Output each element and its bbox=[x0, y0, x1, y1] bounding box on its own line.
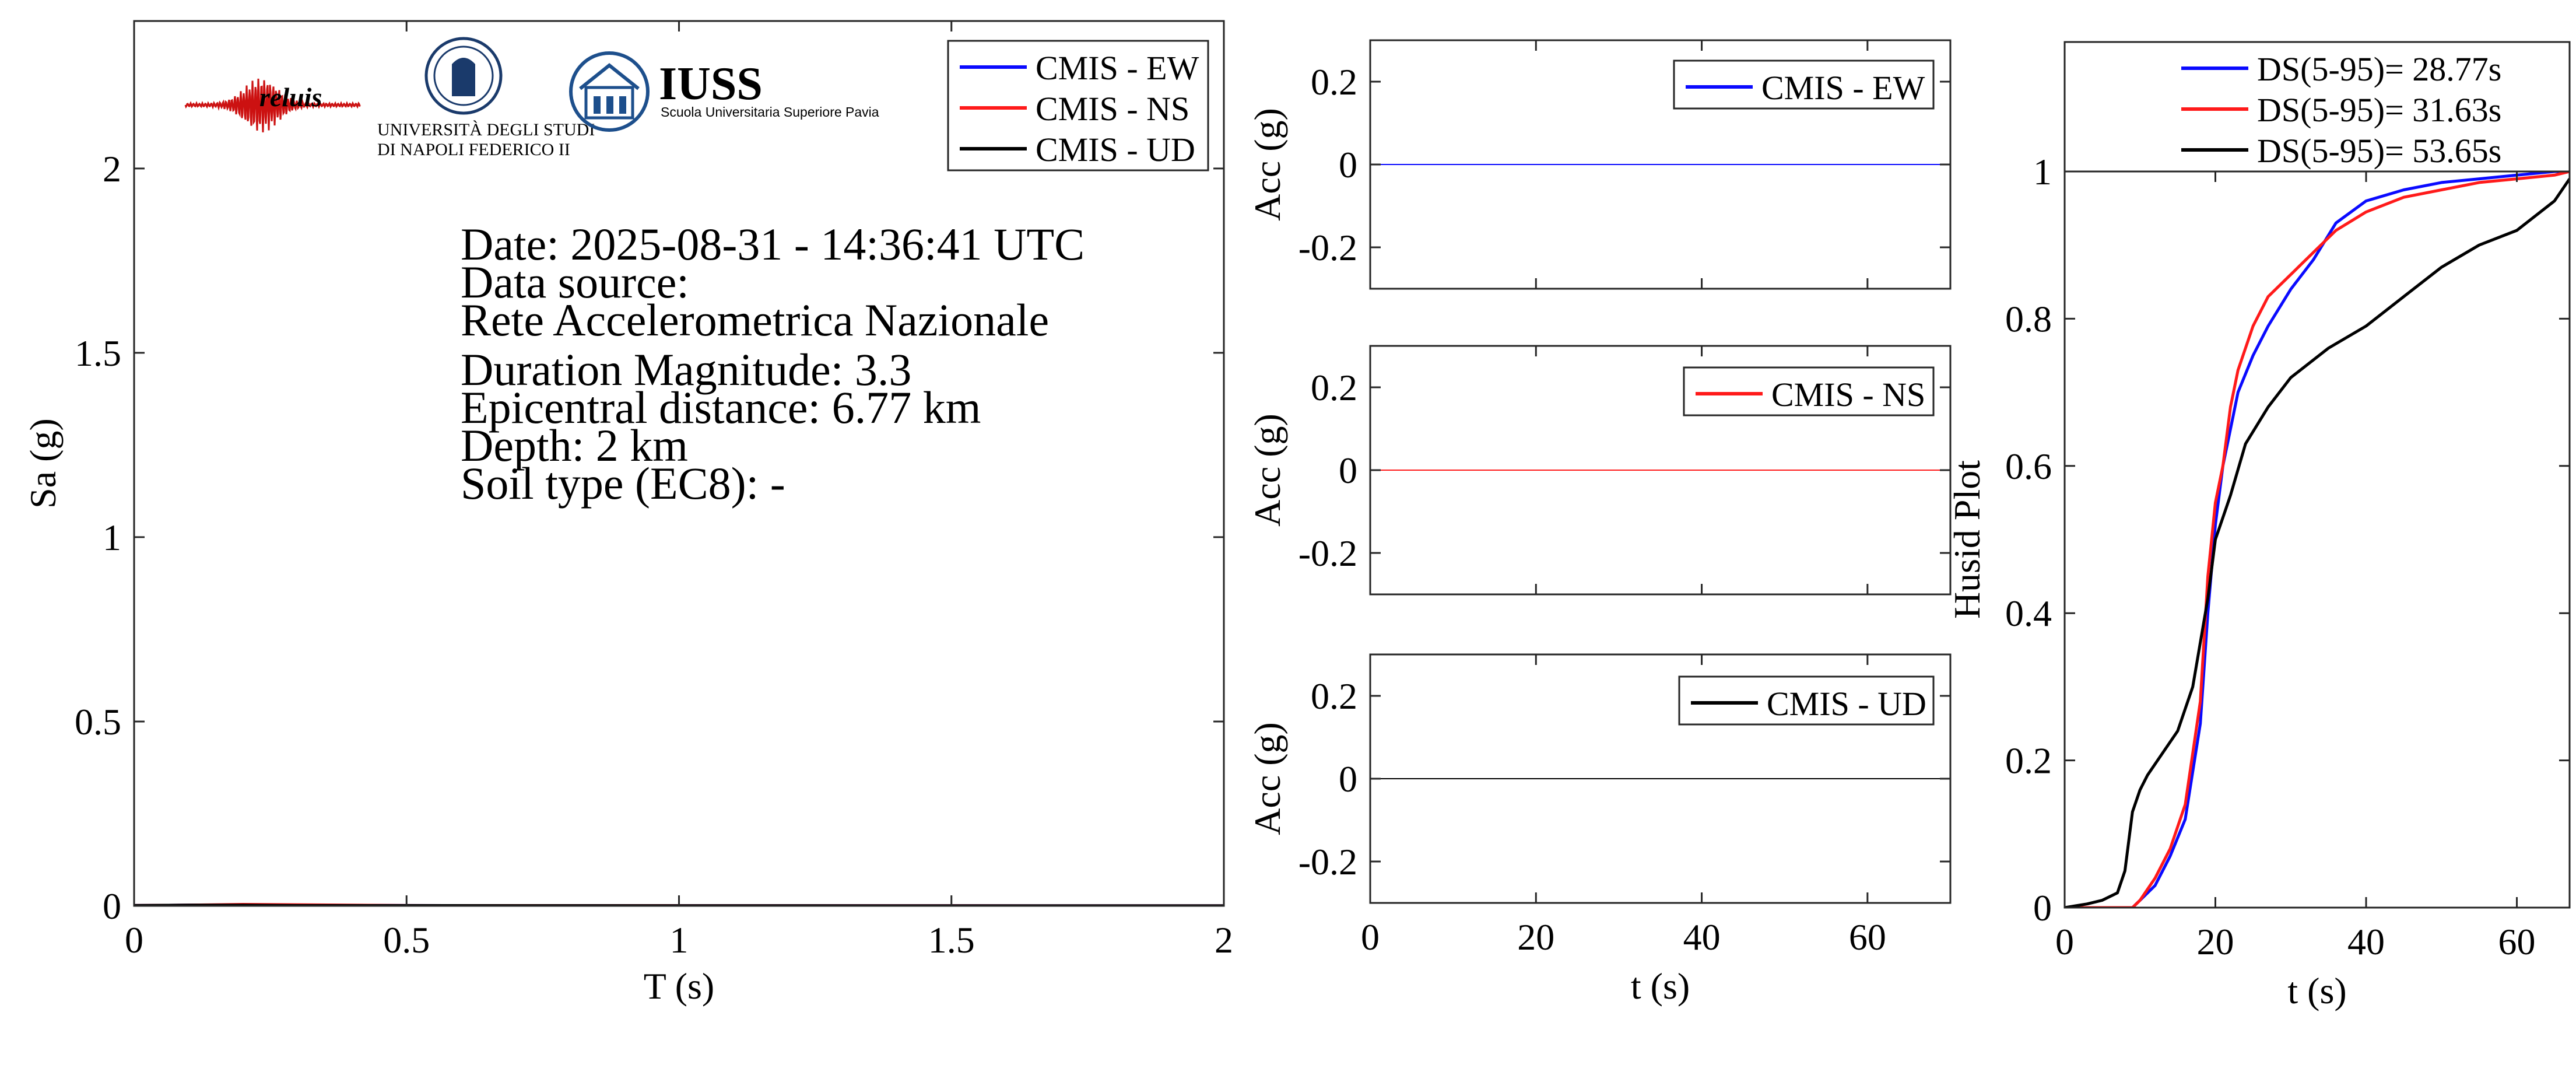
unina-name-line1: UNIVERSITÀ DEGLI STUDI bbox=[377, 120, 595, 139]
series-line-3 bbox=[2065, 178, 2570, 908]
x-tick-label: 0 bbox=[125, 919, 143, 961]
x-tick-label: 1.5 bbox=[928, 919, 975, 961]
x-axis-label: t (s) bbox=[1631, 965, 1690, 1007]
legend-label: CMIS - NS bbox=[1036, 90, 1189, 128]
y-axis-label: Acc (g) bbox=[1247, 414, 1288, 527]
event-info: Date: 2025-08-31 - 14:36:41 UTC Data sou… bbox=[461, 219, 1085, 509]
y-tick-label: 0.2 bbox=[2005, 740, 2052, 782]
y-tick-label: 0 bbox=[1339, 758, 1357, 800]
unina-logo: UNIVERSITÀ DEGLI STUDI DI NAPOLI FEDERIC… bbox=[377, 37, 595, 159]
info-depth: Depth: 2 km bbox=[461, 420, 688, 471]
x-axis-label: t (s) bbox=[2287, 970, 2346, 1011]
info-source: Rete Accelerometrica Nazionale bbox=[461, 295, 1049, 345]
legend-label: CMIS - UD bbox=[1767, 685, 1926, 723]
y-tick-label: 0.2 bbox=[1311, 675, 1357, 717]
x-tick-label: 0 bbox=[2055, 921, 2074, 962]
series-line-1 bbox=[2065, 171, 2570, 908]
legend-box bbox=[1683, 366, 1935, 416]
legend: CMIS - EW bbox=[1673, 59, 1935, 110]
y-axis-label: Acc (g) bbox=[1247, 108, 1288, 221]
chart-acc-ud: 0 20 40 600.20-0.2t (s)Acc (g)CMIS - UD bbox=[1247, 653, 1952, 1007]
unina-name-line2: DI NAPOLI FEDERICO II bbox=[377, 140, 570, 159]
chart-spectrum: 0 0.5 1 1.5 200.511.52T (s)Sa (g)CMIS - EWCM… bbox=[22, 20, 1233, 1007]
y-axis-label: Sa (g) bbox=[22, 418, 64, 509]
y-tick-label: 0 bbox=[1339, 144, 1357, 185]
chart-husid: 0 20 40 60 0 0.2 0.4 0.6 0.8 1 t (s) Husid Plot DS(5… bbox=[1946, 41, 2571, 1011]
y-tick-label: 0 bbox=[103, 885, 121, 927]
y-tick-label: 0 bbox=[2033, 887, 2052, 929]
legend-box bbox=[2063, 41, 2571, 173]
y-tick-label: 2 bbox=[103, 148, 121, 190]
y-tick-label: 0.6 bbox=[2005, 446, 2052, 487]
y-tick-label: -0.2 bbox=[1298, 533, 1357, 574]
iuss-building-icon bbox=[569, 51, 650, 132]
unina-seal-icon bbox=[424, 37, 503, 115]
x-tick-label: 60 bbox=[2498, 921, 2536, 962]
x-tick-label: 40 bbox=[2347, 921, 2385, 962]
info-distance: Epicentral distance: 6.77 km bbox=[461, 382, 981, 433]
legend-label: DS(5-95)= 53.65s bbox=[2257, 132, 2501, 170]
x-tick-label: 40 bbox=[1683, 916, 1721, 958]
series-line-2 bbox=[2065, 171, 2570, 908]
reluis-logo: reluis bbox=[184, 78, 361, 132]
y-tick-label: 0.5 bbox=[75, 701, 121, 743]
legend-box bbox=[1678, 675, 1935, 726]
x-tick-label: 2 bbox=[1215, 919, 1233, 961]
x-tick-label: 0 bbox=[1361, 916, 1380, 958]
reluis-logo-text: reluis bbox=[259, 82, 322, 112]
y-tick-label: -0.2 bbox=[1298, 227, 1357, 268]
info-soil: Soil type (EC8): - bbox=[461, 458, 785, 509]
y-axis-label: Husid Plot bbox=[1946, 460, 1988, 619]
y-tick-label: 0.2 bbox=[1311, 367, 1357, 408]
info-magnitude: Duration Magnitude: 3.3 bbox=[461, 344, 911, 395]
legend-label: DS(5-95)= 28.77s bbox=[2257, 50, 2501, 88]
y-tick-label: 0 bbox=[1339, 450, 1357, 491]
legend-label: CMIS - UD bbox=[1036, 131, 1195, 169]
legend-label: CMIS - NS bbox=[1771, 376, 1925, 414]
y-tick-label: 0.2 bbox=[1311, 61, 1357, 103]
legend-box bbox=[1673, 59, 1935, 110]
iuss-logo: IUSS Scuola Universitaria Superiore Pavi… bbox=[569, 51, 879, 132]
y-axis-label: Acc (g) bbox=[1247, 722, 1288, 835]
x-tick-label: 60 bbox=[1849, 916, 1886, 958]
x-axis-label: T (s) bbox=[644, 965, 714, 1007]
reluis-waveform-icon bbox=[184, 78, 361, 132]
y-tick-label: 1 bbox=[2033, 151, 2052, 192]
chart-series-group bbox=[2065, 171, 2570, 908]
x-tick-label: 0.5 bbox=[383, 919, 430, 961]
legend-label: DS(5-95)= 31.63s bbox=[2257, 91, 2501, 129]
info-date: Date: 2025-08-31 - 14:36:41 UTC bbox=[461, 219, 1085, 269]
legend-label: CMIS - EW bbox=[1761, 69, 1925, 107]
x-tick-label: 20 bbox=[2197, 921, 2234, 962]
iuss-subtitle: Scuola Universitaria Superiore Pavia bbox=[661, 104, 879, 120]
y-tick-label: 1.5 bbox=[75, 332, 121, 374]
info-source-label: Data source: bbox=[461, 257, 689, 307]
legend: CMIS - UD bbox=[1678, 675, 1935, 726]
y-tick-label: 0.4 bbox=[2005, 593, 2052, 634]
axes-box bbox=[2063, 170, 2571, 909]
charts-container: 0 0.5 1 1.5 200.511.52T (s)Sa (g)CMIS - EWCM… bbox=[22, 20, 2571, 1011]
y-tick-label: -0.2 bbox=[1298, 841, 1357, 883]
y-tick-label: 1 bbox=[103, 517, 121, 558]
y-tick-label: 0.8 bbox=[2005, 298, 2052, 339]
iuss-title: IUSS bbox=[659, 58, 763, 110]
legend-label: CMIS - EW bbox=[1036, 49, 1199, 87]
x-tick-label: 20 bbox=[1517, 916, 1554, 958]
x-tick-label: 1 bbox=[670, 919, 689, 961]
legend: CMIS - NS bbox=[1683, 366, 1935, 416]
